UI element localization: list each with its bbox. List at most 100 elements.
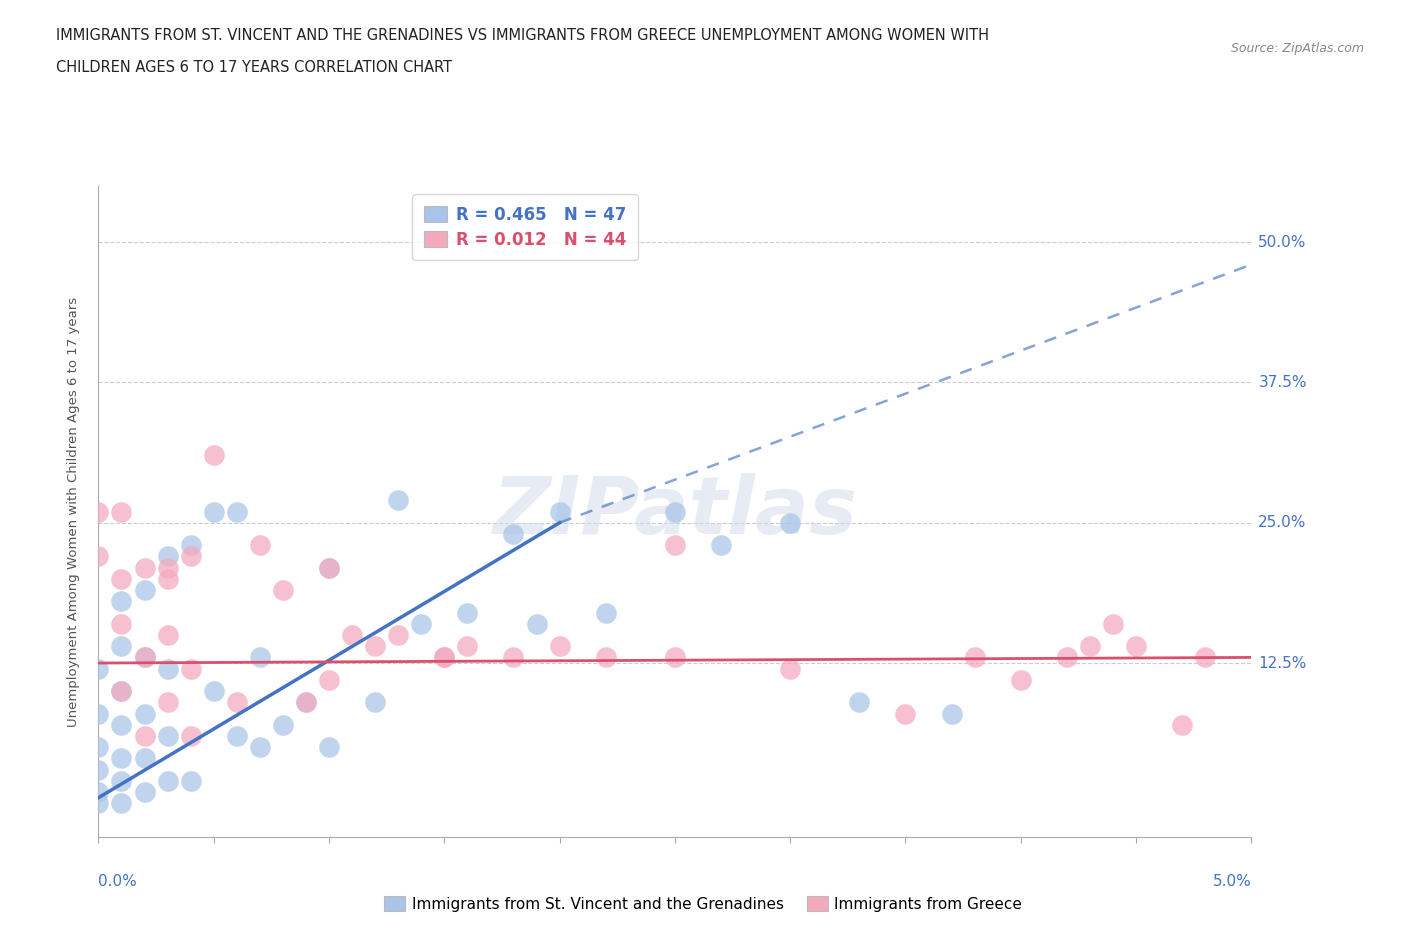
Point: [364, 639, 387, 654]
Point: [87, 763, 110, 777]
Point: [387, 628, 409, 643]
Point: [110, 571, 132, 586]
Point: [180, 538, 202, 552]
Point: [364, 695, 387, 710]
Point: [433, 650, 456, 665]
Point: [180, 728, 202, 743]
Y-axis label: Unemployment Among Women with Children Ages 6 to 17 years: Unemployment Among Women with Children A…: [67, 297, 80, 726]
Text: Source: ZipAtlas.com: Source: ZipAtlas.com: [1230, 42, 1364, 55]
Point: [156, 571, 179, 586]
Text: ZIPatlas: ZIPatlas: [492, 472, 858, 551]
Point: [664, 650, 686, 665]
Point: [1102, 617, 1125, 631]
Point: [1056, 650, 1078, 665]
Point: [110, 617, 132, 631]
Point: [156, 549, 179, 564]
Point: [318, 672, 340, 687]
Point: [249, 739, 271, 754]
Point: [295, 695, 318, 710]
Text: 25.0%: 25.0%: [1258, 515, 1306, 530]
Point: [225, 504, 247, 519]
Point: [387, 493, 409, 508]
Point: [664, 538, 686, 552]
Point: [894, 706, 917, 721]
Point: [595, 605, 617, 620]
Point: [526, 617, 548, 631]
Point: [941, 706, 963, 721]
Point: [225, 695, 247, 710]
Point: [110, 594, 132, 609]
Point: [271, 717, 294, 732]
Point: [249, 650, 271, 665]
Point: [87, 549, 110, 564]
Point: [156, 728, 179, 743]
Point: [1010, 672, 1032, 687]
Point: [779, 661, 801, 676]
Point: [110, 774, 132, 789]
Point: [156, 695, 179, 710]
Point: [202, 504, 225, 519]
Point: [502, 650, 524, 665]
Point: [134, 560, 156, 575]
Point: [249, 538, 271, 552]
Text: 12.5%: 12.5%: [1258, 656, 1306, 671]
Point: [1194, 650, 1216, 665]
Point: [156, 628, 179, 643]
Point: [202, 448, 225, 463]
Point: [180, 661, 202, 676]
Point: [156, 661, 179, 676]
Point: [87, 785, 110, 800]
Point: [202, 684, 225, 698]
Point: [134, 728, 156, 743]
Point: [180, 774, 202, 789]
Point: [87, 706, 110, 721]
Point: [134, 650, 156, 665]
Point: [110, 504, 132, 519]
Point: [433, 650, 456, 665]
Point: [848, 695, 870, 710]
Point: [340, 628, 363, 643]
Point: [318, 560, 340, 575]
Point: [110, 717, 132, 732]
Point: [87, 661, 110, 676]
Point: [87, 739, 110, 754]
Point: [548, 639, 571, 654]
Point: [134, 785, 156, 800]
Point: [318, 560, 340, 575]
Point: [271, 582, 294, 597]
Point: [156, 560, 179, 575]
Point: [134, 751, 156, 766]
Point: [134, 582, 156, 597]
Point: [295, 695, 318, 710]
Point: [110, 796, 132, 811]
Point: [1125, 639, 1147, 654]
Legend: R = 0.465   N = 47, R = 0.012   N = 44: R = 0.465 N = 47, R = 0.012 N = 44: [412, 194, 638, 260]
Point: [110, 684, 132, 698]
Text: 50.0%: 50.0%: [1258, 234, 1306, 249]
Text: 0.0%: 0.0%: [98, 874, 138, 889]
Legend: Immigrants from St. Vincent and the Grenadines, Immigrants from Greece: Immigrants from St. Vincent and the Gren…: [378, 890, 1028, 918]
Point: [110, 751, 132, 766]
Point: [110, 639, 132, 654]
Text: CHILDREN AGES 6 TO 17 YEARS CORRELATION CHART: CHILDREN AGES 6 TO 17 YEARS CORRELATION …: [56, 60, 453, 75]
Point: [110, 684, 132, 698]
Point: [710, 538, 733, 552]
Point: [87, 796, 110, 811]
Point: [156, 774, 179, 789]
Point: [1171, 717, 1194, 732]
Point: [664, 504, 686, 519]
Point: [595, 650, 617, 665]
Point: [225, 728, 247, 743]
Point: [87, 504, 110, 519]
Point: [180, 549, 202, 564]
Point: [779, 515, 801, 530]
Text: 5.0%: 5.0%: [1212, 874, 1251, 889]
Text: 37.5%: 37.5%: [1258, 375, 1306, 390]
Point: [411, 617, 433, 631]
Text: IMMIGRANTS FROM ST. VINCENT AND THE GRENADINES VS IMMIGRANTS FROM GREECE UNEMPLO: IMMIGRANTS FROM ST. VINCENT AND THE GREN…: [56, 28, 990, 43]
Point: [134, 650, 156, 665]
Point: [456, 639, 478, 654]
Point: [548, 504, 571, 519]
Point: [456, 605, 478, 620]
Point: [963, 650, 986, 665]
